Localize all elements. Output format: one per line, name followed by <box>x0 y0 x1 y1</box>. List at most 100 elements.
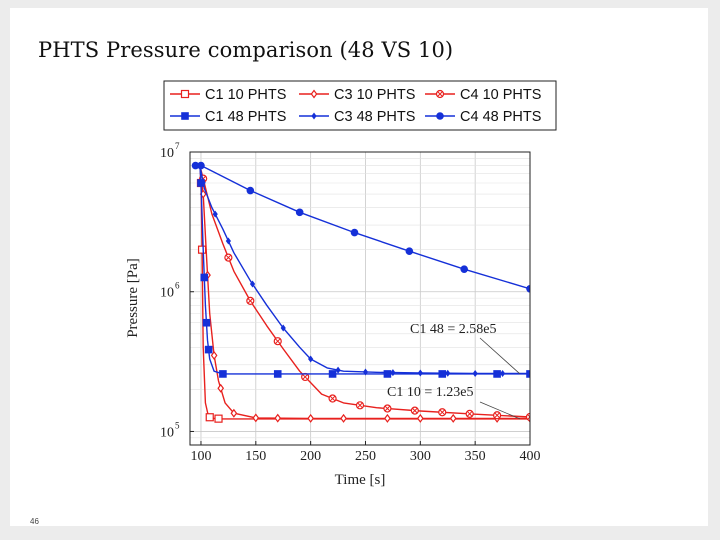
data-point <box>197 161 205 170</box>
data-point <box>225 237 231 245</box>
legend-marker <box>181 112 189 120</box>
legend-item: C1 48 PHTS <box>170 109 286 125</box>
series-c3-10-phts <box>195 164 530 423</box>
data-point <box>230 408 238 418</box>
data-point <box>280 324 286 332</box>
slide-title: PHTS Pressure comparison (48 VS 10) <box>38 38 454 62</box>
data-point <box>307 413 314 423</box>
legend-marker <box>180 89 190 99</box>
data-point <box>525 412 530 422</box>
data-point <box>273 337 282 346</box>
x-axis-label: Time [s] <box>335 472 386 488</box>
data-point <box>197 245 207 254</box>
data-point <box>246 186 255 195</box>
legend-marker <box>436 112 444 120</box>
legend-item: C4 10 PHTS <box>425 87 541 103</box>
data-point <box>224 253 233 262</box>
data-point <box>200 273 209 282</box>
data-point <box>417 369 423 377</box>
legend-marker <box>311 112 317 120</box>
data-point <box>295 208 304 217</box>
x-tick-label: 300 <box>410 449 431 464</box>
data-point <box>191 161 200 170</box>
legend-item: C4 48 PHTS <box>425 109 541 125</box>
annotation-label: C1 10 = 1.23e5 <box>387 385 473 400</box>
data-point <box>328 394 337 403</box>
data-point <box>390 369 396 377</box>
x-tick-label: 100 <box>190 449 211 464</box>
legend-label: C3 10 PHTS <box>334 87 415 103</box>
y-tick-exponent: 5 <box>175 420 180 430</box>
data-point <box>410 406 419 415</box>
x-tick-label: 250 <box>355 449 376 464</box>
data-point <box>252 413 260 423</box>
data-point <box>273 370 282 378</box>
legend-label: C4 48 PHTS <box>460 109 541 125</box>
data-point <box>499 369 506 377</box>
y-tick-label: 10 <box>160 286 174 301</box>
legend-label: C1 48 PHTS <box>205 109 286 125</box>
data-point <box>340 413 347 423</box>
y-axis-label: Pressure [Pa] <box>125 258 141 338</box>
series-c4-48-phts <box>191 161 530 293</box>
data-point <box>384 413 391 423</box>
data-point <box>527 369 530 377</box>
data-point <box>405 247 414 256</box>
series-c3-48-phts <box>195 164 530 377</box>
x-tick-label: 350 <box>465 449 486 464</box>
data-point <box>416 413 424 423</box>
plot-area <box>190 152 530 445</box>
grid-lines <box>190 151 531 445</box>
data-point <box>362 368 369 376</box>
data-point <box>460 265 468 273</box>
data-point <box>249 280 256 288</box>
y-tick-exponent: 6 <box>175 281 180 291</box>
data-point <box>492 411 502 420</box>
data-point <box>204 345 213 354</box>
series-line <box>195 164 530 420</box>
x-tick-label: 400 <box>520 449 541 464</box>
data-point <box>526 284 530 293</box>
legend-label: C1 10 PHTS <box>205 87 286 103</box>
legend-item: C1 10 PHTS <box>170 87 286 103</box>
data-point <box>445 369 451 377</box>
data-point <box>212 210 218 218</box>
annotations: C1 48 = 2.58e5 C1 10 = 1.23e5 <box>387 322 521 420</box>
data-point <box>335 366 341 374</box>
data-point <box>200 179 206 187</box>
y-tick-label: 10 <box>160 146 174 161</box>
data-point <box>438 370 447 378</box>
data-point <box>383 404 392 413</box>
data-point <box>202 318 211 327</box>
y-tick-label: 10 <box>160 425 174 440</box>
data-point <box>350 228 359 237</box>
data-point <box>472 369 478 377</box>
series-line <box>195 164 530 290</box>
data-point <box>308 355 314 363</box>
legend-item: C3 10 PHTS <box>299 87 415 103</box>
data-point <box>465 409 474 418</box>
data-point <box>328 370 337 378</box>
data-point <box>355 401 365 410</box>
x-tick-label: 200 <box>300 449 321 464</box>
x-tick-label: 150 <box>245 449 266 464</box>
y-tick-exponent: 7 <box>175 141 180 151</box>
data-point <box>214 414 223 423</box>
data-point <box>274 413 282 423</box>
annotation-leader <box>479 401 521 420</box>
legend-label: C4 10 PHTS <box>460 87 541 103</box>
data-point <box>217 383 225 393</box>
legend-marker <box>310 89 318 99</box>
data-point <box>383 370 392 378</box>
series-line <box>195 164 530 375</box>
data-point <box>438 408 447 417</box>
data-point <box>246 296 255 305</box>
data-point <box>449 413 457 423</box>
page-number: 46 <box>30 517 39 526</box>
annotation-leader <box>479 337 521 375</box>
data-point <box>210 350 218 360</box>
plot-frame <box>189 151 531 446</box>
annotation-label: C1 48 = 2.58e5 <box>410 322 496 337</box>
data-point <box>219 370 227 378</box>
data-point <box>205 413 214 422</box>
